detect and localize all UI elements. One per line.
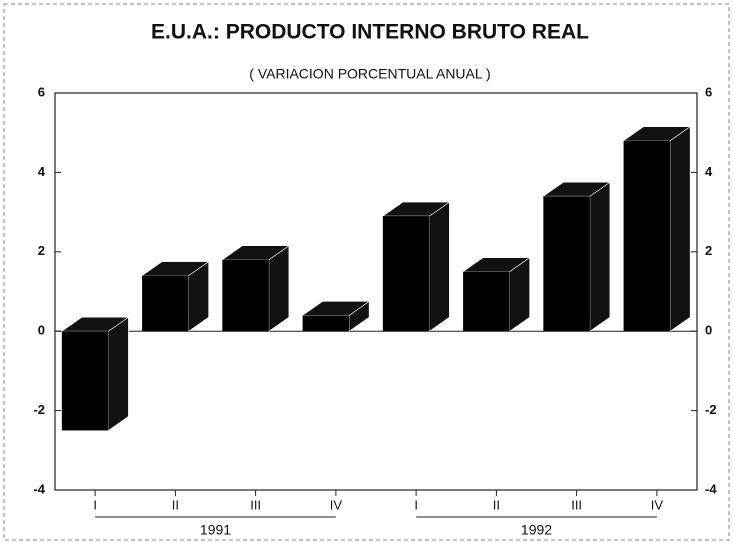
x-tick-label: IV: [651, 497, 664, 512]
x-tick-label: I: [93, 497, 97, 512]
bar-side: [268, 245, 290, 332]
y2-tick-label: 0: [705, 323, 712, 338]
bar: [382, 216, 430, 332]
y-tick-label: -2: [33, 402, 45, 417]
y-tick-label: 0: [38, 323, 45, 338]
chart-title: E.U.A.: PRODUCTO INTERNO BRUTO REAL: [151, 21, 589, 44]
group-label: 1991: [200, 522, 231, 538]
x-tick-label: III: [571, 497, 582, 512]
y-tick-label: 4: [38, 164, 46, 179]
x-tick-label: II: [493, 497, 500, 512]
y-tick-label: 6: [38, 84, 45, 99]
frame: [3, 3, 730, 541]
bar: [61, 331, 109, 431]
x-tick-label: II: [172, 497, 179, 512]
x-tick-label: IV: [330, 497, 343, 512]
group-label: 1992: [521, 522, 552, 538]
bar: [543, 196, 590, 332]
y2-tick-label: 2: [705, 243, 712, 258]
bar: [623, 140, 671, 332]
bar: [302, 315, 350, 332]
y-tick-label: -4: [33, 481, 45, 496]
bar-side: [589, 181, 611, 332]
bar-side: [669, 126, 691, 332]
bar: [142, 275, 189, 332]
y-tick-label: 2: [38, 243, 45, 258]
plot-area: [54, 92, 698, 491]
x-tick-label: I: [414, 497, 418, 512]
x-tick-label: III: [250, 497, 261, 512]
y2-tick-label: -2: [705, 402, 717, 417]
bar: [222, 259, 269, 332]
bar-side: [429, 201, 450, 332]
y2-tick-label: -4: [705, 481, 717, 496]
y2-tick-label: 4: [705, 164, 713, 179]
chart-subtitle: ( VARIACION PORCENTUAL ANUAL ): [249, 66, 490, 82]
y2-tick-label: 6: [705, 84, 712, 99]
bar-side: [108, 316, 129, 432]
bar: [463, 271, 510, 332]
